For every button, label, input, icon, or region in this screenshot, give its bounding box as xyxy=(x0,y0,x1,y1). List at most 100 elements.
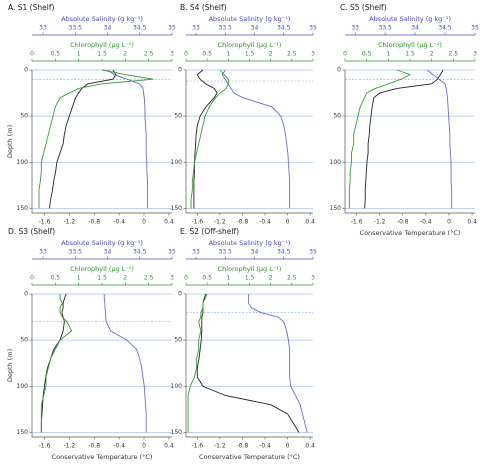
tick-label: 34 xyxy=(104,249,112,256)
x-tick-label: -1.6 xyxy=(39,219,51,226)
profile-line xyxy=(40,293,67,433)
y-tick-label: 0 xyxy=(24,67,28,74)
x-tick-label: -1.6 xyxy=(191,219,203,226)
tick-label: 1 xyxy=(77,275,81,282)
tick-label: 33 xyxy=(192,249,200,256)
tick-label: 33 xyxy=(192,25,200,32)
tick-label: 1 xyxy=(386,51,390,58)
x-tick-label: 0 xyxy=(286,219,290,226)
tick-label: 35 xyxy=(168,25,176,32)
profile-line xyxy=(196,293,300,433)
y-tick-label: 50 xyxy=(20,113,28,120)
profile-line xyxy=(190,69,229,209)
tick-label: 0 xyxy=(184,275,188,282)
profile-line xyxy=(193,69,218,209)
x-tick-label: -1.2 xyxy=(214,443,226,450)
panel: A. S1 (Shelf) Absolute Salinity (g kg⁻¹) 3… xyxy=(6,3,176,226)
tick-label: 0 xyxy=(30,275,34,282)
tick-label: 35 xyxy=(168,249,176,256)
profile-line xyxy=(221,69,291,209)
tick-label: 0.5 xyxy=(51,51,61,58)
tick-label: 2.5 xyxy=(144,275,154,282)
y-tick-label: 100 xyxy=(17,159,29,166)
profile-line xyxy=(107,69,148,209)
y-tick-label: 150 xyxy=(17,429,29,436)
x-tick-label: 0 xyxy=(142,219,146,226)
tick-label: 0.5 xyxy=(202,51,212,58)
tick-label: 33.5 xyxy=(219,25,233,32)
panel-title: D. S3 (Shelf) xyxy=(8,227,55,236)
tick-label: 33.5 xyxy=(69,25,83,32)
y-tick-label: 150 xyxy=(17,205,29,212)
tick-label: 34 xyxy=(104,25,112,32)
tick-label: 33.5 xyxy=(69,249,83,256)
y-tick-label: 150 xyxy=(171,429,183,436)
tick-label: 33 xyxy=(39,25,47,32)
tick-label: 2 xyxy=(269,51,273,58)
profile-line xyxy=(38,69,154,209)
x-tick-label: -0.4 xyxy=(259,443,271,450)
tick-label: 33 xyxy=(39,249,47,256)
tick-label: 3 xyxy=(170,51,174,58)
axis-title: Absolute Salinity (g kg⁻¹) xyxy=(61,15,143,23)
y-tick-label: 100 xyxy=(171,383,183,390)
tick-label: 34.5 xyxy=(133,249,147,256)
tick-label: 3 xyxy=(170,275,174,282)
tick-label: 2 xyxy=(123,51,127,58)
x-tick-label: 0.4 xyxy=(164,443,174,450)
tick-label: 1.5 xyxy=(245,51,255,58)
y-tick-label: 150 xyxy=(171,205,183,212)
profile-line xyxy=(187,293,208,433)
tick-label: 0 xyxy=(184,51,188,58)
x-tick-label: -1.2 xyxy=(63,219,75,226)
profile-line xyxy=(364,69,444,209)
tick-label: 1 xyxy=(226,275,230,282)
y-axis-title: Depth (m) xyxy=(6,125,14,158)
axis-title: Chlorophyll (µg L⁻¹) xyxy=(218,265,282,273)
x-axis-title: Conservative Temperature (°C) xyxy=(52,453,153,461)
x-tick-label: 0.4 xyxy=(467,219,477,226)
x-axis-title: Conservative Temperature (°C) xyxy=(199,453,300,461)
tick-label: 34 xyxy=(251,249,259,256)
axis-title: Chlorophyll (µg L⁻¹) xyxy=(218,41,282,49)
profile-line xyxy=(48,69,117,209)
panel-title: B. S4 (Shelf) xyxy=(180,3,227,12)
panel: C. S5 (Shelf) Absolute Salinity (g kg⁻¹) 3… xyxy=(330,3,479,237)
panel: D. S3 (Shelf) Absolute Salinity (g kg⁻¹) 3… xyxy=(6,227,176,461)
y-tick-label: 0 xyxy=(337,67,341,74)
tick-label: 3 xyxy=(311,51,315,58)
x-tick-label: 0.4 xyxy=(164,219,174,226)
profile-line xyxy=(348,69,412,209)
panel-title: E. S2 (Off-shelf) xyxy=(180,227,239,236)
tick-label: 1.5 xyxy=(245,275,255,282)
x-axis-title: Conservative Temperature (°C) xyxy=(360,229,461,237)
tick-label: 34.5 xyxy=(438,25,452,32)
tick-label: 33.5 xyxy=(219,249,233,256)
x-tick-label: 0 xyxy=(286,443,290,450)
y-tick-label: 100 xyxy=(171,159,183,166)
x-tick-label: 0 xyxy=(447,219,451,226)
axis-title: Absolute Salinity (g kg⁻¹) xyxy=(61,239,143,247)
axis-title: Chlorophyll (µg L⁻¹) xyxy=(378,41,442,49)
profile-line xyxy=(426,69,453,209)
axis-title: Absolute Salinity (g kg⁻¹) xyxy=(209,239,291,247)
profile-line xyxy=(103,294,147,433)
y-tick-label: 150 xyxy=(330,205,342,212)
profile-line xyxy=(40,294,73,433)
tick-label: 3 xyxy=(473,51,477,58)
tick-label: 35 xyxy=(471,25,479,32)
tick-label: 2 xyxy=(123,275,127,282)
y-tick-label: 50 xyxy=(174,337,182,344)
x-tick-label: -0.4 xyxy=(113,443,125,450)
tick-label: 2.5 xyxy=(449,51,459,58)
tick-label: 3 xyxy=(311,275,315,282)
tick-label: 33 xyxy=(351,25,359,32)
tick-label: 2.5 xyxy=(287,51,297,58)
y-tick-label: 100 xyxy=(330,159,342,166)
tick-label: 1 xyxy=(77,51,81,58)
x-tick-label: -0.4 xyxy=(113,219,125,226)
y-tick-label: 50 xyxy=(20,337,28,344)
tick-label: 2.5 xyxy=(144,51,154,58)
x-tick-label: 0.4 xyxy=(305,219,315,226)
panel-title: A. S1 (Shelf) xyxy=(8,3,54,12)
